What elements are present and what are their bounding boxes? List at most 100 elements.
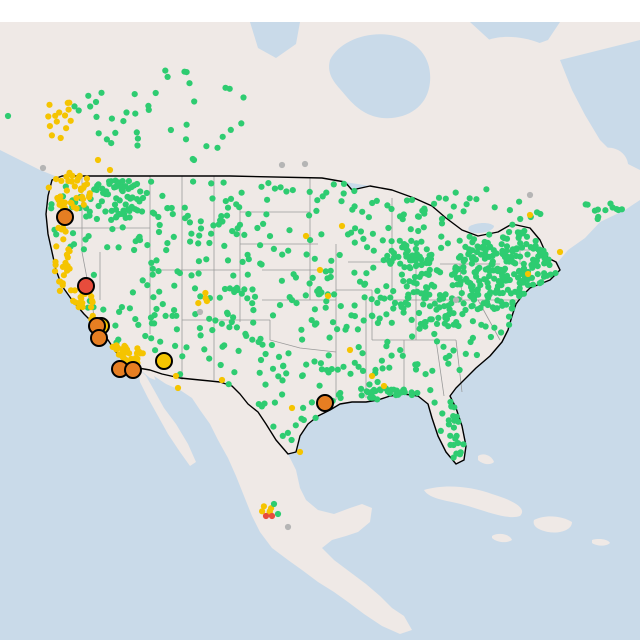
sensor-dot-good[interactable] (139, 194, 147, 202)
sensor-dot-good[interactable] (448, 271, 456, 278)
sensor-dot-good[interactable] (377, 387, 384, 394)
sensor-dot-good[interactable] (413, 240, 420, 247)
sensor-dot-good[interactable] (431, 200, 438, 207)
sensor-dot-moderate[interactable] (302, 232, 310, 240)
sensor-dot-good[interactable] (155, 213, 162, 221)
sensor-dot-good[interactable] (403, 245, 410, 252)
sensor-dot-good[interactable] (288, 436, 295, 444)
sensor-dot-good[interactable] (415, 227, 422, 235)
sensor-dot-good[interactable] (524, 276, 532, 283)
sensor-dot-good[interactable] (124, 193, 131, 200)
sensor-dot-good[interactable] (249, 336, 256, 343)
sensor-dot-good[interactable] (387, 294, 394, 301)
sensor-dot-good[interactable] (139, 277, 146, 284)
sensor-dot-good[interactable] (279, 391, 286, 398)
sensor-dot-good[interactable] (123, 109, 130, 116)
sensor-dot-good[interactable] (491, 204, 498, 211)
sensor-dot-good[interactable] (206, 315, 213, 322)
sensor-dot-moderate[interactable] (119, 349, 126, 356)
sensor-dot-good[interactable] (527, 244, 534, 251)
sensor-dot-good[interactable] (520, 260, 527, 267)
sensor-dot-good[interactable] (181, 68, 188, 75)
sensor-dot-moderate[interactable] (64, 254, 71, 261)
sensor-dot-good[interactable] (391, 299, 399, 307)
sensor-dot-good[interactable] (481, 238, 488, 246)
sensor-dot-good[interactable] (466, 279, 473, 286)
sensor-dot-good[interactable] (516, 285, 523, 292)
sensor-dot-good[interactable] (383, 311, 390, 318)
sensor-dot-good[interactable] (418, 238, 425, 245)
sensor-dot-good[interactable] (362, 280, 369, 287)
sensor-dot-good[interactable] (518, 244, 526, 251)
sensor-dot-good[interactable] (329, 319, 337, 326)
sensor-dot-good[interactable] (446, 213, 454, 220)
sensor-dot-good[interactable] (509, 300, 516, 307)
sensor-dot-good[interactable] (455, 322, 462, 330)
sensor-dot-good[interactable] (224, 309, 231, 316)
sensor-dot-good[interactable] (197, 218, 204, 225)
sensor-dot-good[interactable] (203, 256, 210, 263)
sensor-dot-good[interactable] (90, 271, 97, 278)
sensor-dot-good[interactable] (470, 236, 478, 243)
sensor-dot-good[interactable] (392, 392, 399, 399)
sensor-dot-good[interactable] (400, 278, 407, 285)
sensor-dot-good[interactable] (270, 245, 277, 252)
sensor-dot-good[interactable] (495, 278, 502, 285)
sensor-dot-good[interactable] (452, 435, 459, 442)
sensor-dot-good[interactable] (100, 189, 107, 196)
sensor-dot-good[interactable] (228, 318, 235, 326)
sensor-dot-good[interactable] (143, 189, 150, 197)
sensor-dot-good[interactable] (352, 225, 359, 232)
sensor-dot-good[interactable] (257, 356, 265, 364)
sensor-dot-good[interactable] (492, 289, 499, 296)
sensor-dot-good[interactable] (435, 314, 442, 321)
sensor-dot-good[interactable] (347, 370, 354, 377)
sensor-dot-good[interactable] (499, 273, 506, 280)
sensor-dot-good[interactable] (388, 238, 395, 245)
sensor-dot-good[interactable] (259, 341, 266, 348)
sensor-dot-moderate[interactable] (51, 268, 59, 275)
sensor-dot-moderate[interactable] (259, 508, 266, 515)
sensor-dot-good[interactable] (278, 277, 285, 284)
sensor-dot-good[interactable] (510, 271, 518, 278)
sensor-dot-good[interactable] (397, 260, 404, 267)
sensor-dot-moderate[interactable] (133, 350, 141, 357)
sensor-dot-good[interactable] (499, 250, 506, 258)
sensor-dot-good[interactable] (409, 333, 416, 340)
sensor-dot-good[interactable] (222, 198, 229, 205)
sensor-dot-good[interactable] (433, 306, 440, 313)
sensor-dot-good[interactable] (162, 312, 169, 319)
sensor-dot-good[interactable] (279, 251, 286, 258)
sensor-dot-good[interactable] (163, 247, 170, 254)
sensor-dot-good[interactable] (457, 281, 464, 288)
sensor-dot-good[interactable] (460, 300, 467, 307)
sensor-dot-good[interactable] (112, 322, 119, 329)
sensor-dot-good[interactable] (275, 373, 282, 380)
sensor-dot-good[interactable] (203, 143, 210, 150)
sensor-dot-good[interactable] (308, 399, 315, 406)
sensor-dot-moderate[interactable] (74, 177, 81, 184)
sensor-dot-good[interactable] (322, 268, 329, 275)
sensor-dot-good[interactable] (491, 275, 498, 282)
sensor-dot-good[interactable] (300, 416, 307, 424)
sensor-dot-good[interactable] (421, 210, 428, 217)
sensor-dot-good[interactable] (383, 283, 390, 290)
sensor-dot-no_data[interactable] (284, 523, 292, 531)
sensor-dot-good[interactable] (369, 230, 376, 237)
sensor-dot-good[interactable] (365, 214, 372, 221)
sensor-dot-good[interactable] (196, 232, 203, 239)
sensor-dot-good[interactable] (129, 194, 136, 201)
sensor-dot-good[interactable] (184, 212, 191, 219)
sensor-dot-good[interactable] (458, 290, 465, 297)
sensor-dot-good[interactable] (418, 270, 425, 277)
sensor-dot-moderate[interactable] (46, 101, 53, 108)
sensor-dot-good[interactable] (502, 277, 509, 284)
sensor-dot-good[interactable] (319, 193, 326, 200)
sensor-dot-good[interactable] (257, 335, 264, 342)
sensor-dot-good[interactable] (447, 432, 454, 439)
sensor-dot-good[interactable] (100, 306, 107, 313)
sensor-dot-good[interactable] (225, 381, 232, 388)
sensor-dot-moderate[interactable] (53, 118, 60, 125)
sensor-dot-no_data[interactable] (526, 191, 534, 199)
